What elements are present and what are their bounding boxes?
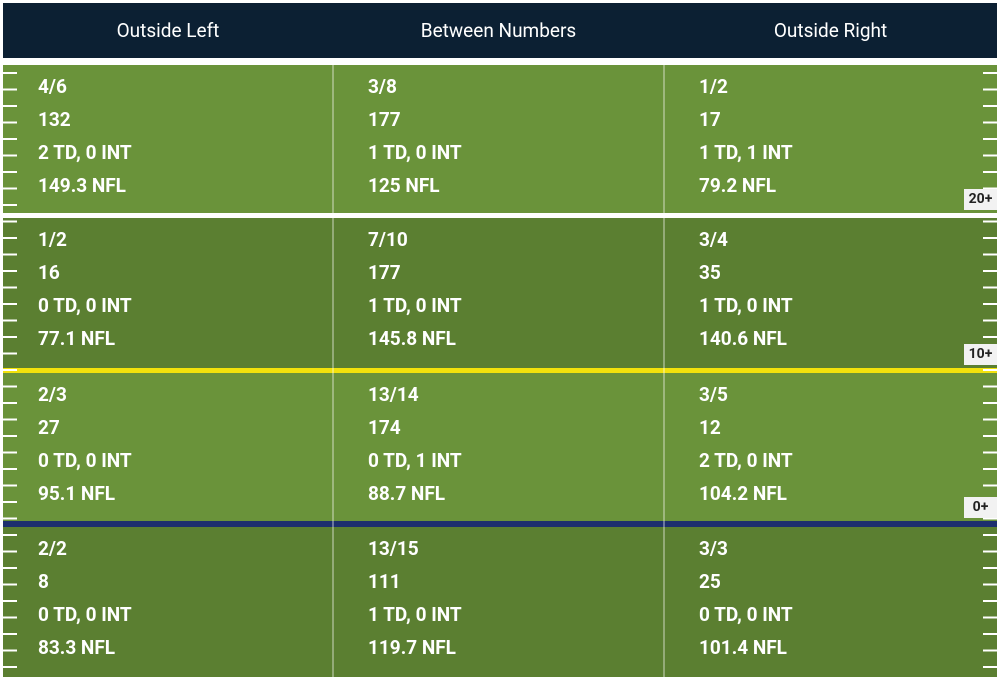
cell: 3/5 12 2 TD, 0 INT 104.2 NFL [699, 384, 979, 514]
stat: 13/14 [368, 383, 419, 406]
yard-ticks [983, 65, 997, 677]
line-of-scrimmage [3, 521, 997, 527]
header: Outside Left Between Numbers Outside Right [3, 3, 997, 58]
cell: 3/4 35 1 TD, 0 INT 140.6 NFL [699, 229, 979, 359]
cell: 2/2 8 0 TD, 0 INT 83.3 NFL [38, 538, 318, 668]
yard-marker: 20+ [964, 189, 997, 210]
stat: 0 TD, 0 INT [38, 294, 132, 317]
first-down-line [3, 368, 997, 373]
zone [3, 527, 997, 677]
stat: 0 TD, 0 INT [38, 603, 132, 626]
stat: 177 [368, 261, 401, 284]
cell: 3/8 177 1 TD, 0 INT 125 NFL [368, 76, 648, 206]
stat: 1 TD, 0 INT [699, 294, 793, 317]
stat: 1 TD, 0 INT [368, 141, 462, 164]
stat: 145.8 NFL [368, 327, 456, 350]
stat: 177 [368, 108, 401, 131]
stat: 16 [38, 261, 60, 284]
cell: 7/10 177 1 TD, 0 INT 145.8 NFL [368, 229, 648, 359]
stat: 1 TD, 1 INT [699, 141, 793, 164]
stat: 1 TD, 0 INT [368, 294, 462, 317]
zone [3, 373, 997, 521]
stat: 27 [38, 416, 60, 439]
stat: 95.1 NFL [38, 482, 116, 505]
stat: 12 [699, 416, 721, 439]
yard-marker: 10+ [964, 344, 997, 365]
column-header: Outside Left [116, 19, 220, 42]
stat: 0 TD, 0 INT [38, 449, 132, 472]
stat: 3/4 [699, 228, 728, 251]
stat: 119.7 NFL [368, 636, 456, 659]
stat: 1/2 [38, 228, 67, 251]
stat: 3/8 [368, 75, 397, 98]
stat: 77.1 NFL [38, 327, 116, 350]
stat: 0 TD, 1 INT [368, 449, 462, 472]
stat: 25 [699, 570, 721, 593]
stat: 104.2 NFL [699, 482, 787, 505]
cell: 3/3 25 0 TD, 0 INT 101.4 NFL [699, 538, 979, 668]
cell: 4/6 132 2 TD, 0 INT 149.3 NFL [38, 76, 318, 206]
stat: 1 TD, 0 INT [368, 603, 462, 626]
yard-marker: 0+ [964, 497, 997, 518]
stat: 4/6 [38, 75, 67, 98]
stat: 8 [38, 570, 49, 593]
stat: 3/5 [699, 383, 728, 406]
column-divider [332, 65, 334, 677]
column-header: Between Numbers [420, 19, 577, 42]
cell: 2/3 27 0 TD, 0 INT 95.1 NFL [38, 384, 318, 514]
stat: 132 [38, 108, 71, 131]
stat: 2/2 [38, 537, 67, 560]
stat: 83.3 NFL [38, 636, 116, 659]
column-header: Outside Right [773, 19, 888, 42]
stat: 17 [699, 108, 721, 131]
stat: 2 TD, 0 INT [699, 449, 793, 472]
stat: 140.6 NFL [699, 327, 787, 350]
cell: 13/14 174 0 TD, 1 INT 88.7 NFL [368, 384, 648, 514]
stat: 149.3 NFL [38, 174, 126, 197]
stat: 1/2 [699, 75, 728, 98]
stat: 0 TD, 0 INT [699, 603, 793, 626]
cell: 1/2 16 0 TD, 0 INT 77.1 NFL [38, 229, 318, 359]
stat: 3/3 [699, 537, 728, 560]
stat: 111 [368, 570, 401, 593]
cell: 13/15 111 1 TD, 0 INT 119.7 NFL [368, 538, 648, 668]
stat: 125 NFL [368, 174, 440, 197]
separator [3, 213, 997, 218]
stat: 79.2 NFL [699, 174, 777, 197]
column-divider [663, 65, 665, 677]
stat: 88.7 NFL [368, 482, 446, 505]
zone [3, 65, 997, 213]
stat: 101.4 NFL [699, 636, 787, 659]
stat: 2 TD, 0 INT [38, 141, 132, 164]
stat: 13/15 [368, 537, 419, 560]
yard-ticks [3, 65, 17, 677]
cell: 1/2 17 1 TD, 1 INT 79.2 NFL [699, 76, 979, 206]
stat: 35 [699, 261, 721, 284]
stat: 7/10 [368, 228, 408, 251]
stat: 2/3 [38, 383, 67, 406]
stat: 174 [368, 416, 401, 439]
zone [3, 218, 997, 368]
